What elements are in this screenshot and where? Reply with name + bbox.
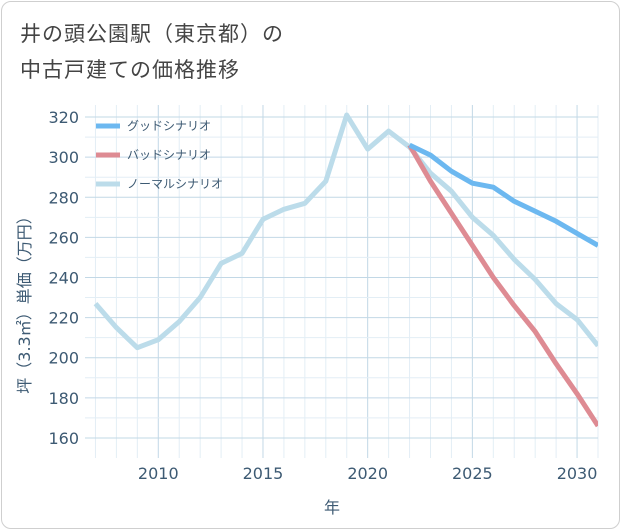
y-tick-label: 200 [48,349,79,368]
normal-scenario-line [93,112,598,351]
y-tick-label: 240 [48,268,79,287]
chart-title-line-1: 井の頭公園駅（東京都）の [20,22,284,46]
y-tick-label: 180 [48,389,79,408]
legend-good-scenario: グッドシナリオ [96,119,211,133]
y-tick-label: 300 [48,148,79,167]
chart-series [93,112,598,428]
legend-normal-scenario: ノーマルシナリオ [96,177,223,191]
x-axis-title: 年 [324,498,340,517]
x-axis-ticks: 2010 2015 2020 2025 2030 [138,464,597,483]
y-axis-ticks: 160 180 200 220 240 260 280 300 320 [48,108,79,448]
x-tick-label: 2020 [347,464,388,483]
y-tick-label: 260 [48,228,79,247]
y-tick-label: 320 [48,108,79,127]
chart-grid [85,105,599,458]
y-axis-title: 坪（3.3㎡）単価（万円） [15,208,34,393]
x-tick-label: 2030 [557,464,598,483]
x-tick-label: 2015 [243,464,284,483]
good-scenario-line [408,142,598,248]
chart-title: 井の頭公園駅（東京都）の 中古戸建ての価格推移 [20,16,284,88]
bad-scenario-line [407,143,598,428]
y-tick-label: 160 [48,429,79,448]
legend-good-scenario-label: グッドシナリオ [127,119,211,133]
legend-bad-scenario-label: バッドシナリオ [127,148,211,162]
y-tick-label: 280 [48,188,79,207]
x-tick-label: 2010 [138,464,179,483]
legend-normal-scenario-label: ノーマルシナリオ [127,177,223,191]
x-tick-label: 2025 [452,464,493,483]
y-tick-label: 220 [48,309,79,328]
legend-bad-scenario: バッドシナリオ [96,148,211,162]
chart-title-line-2: 中古戸建ての価格推移 [20,58,240,82]
